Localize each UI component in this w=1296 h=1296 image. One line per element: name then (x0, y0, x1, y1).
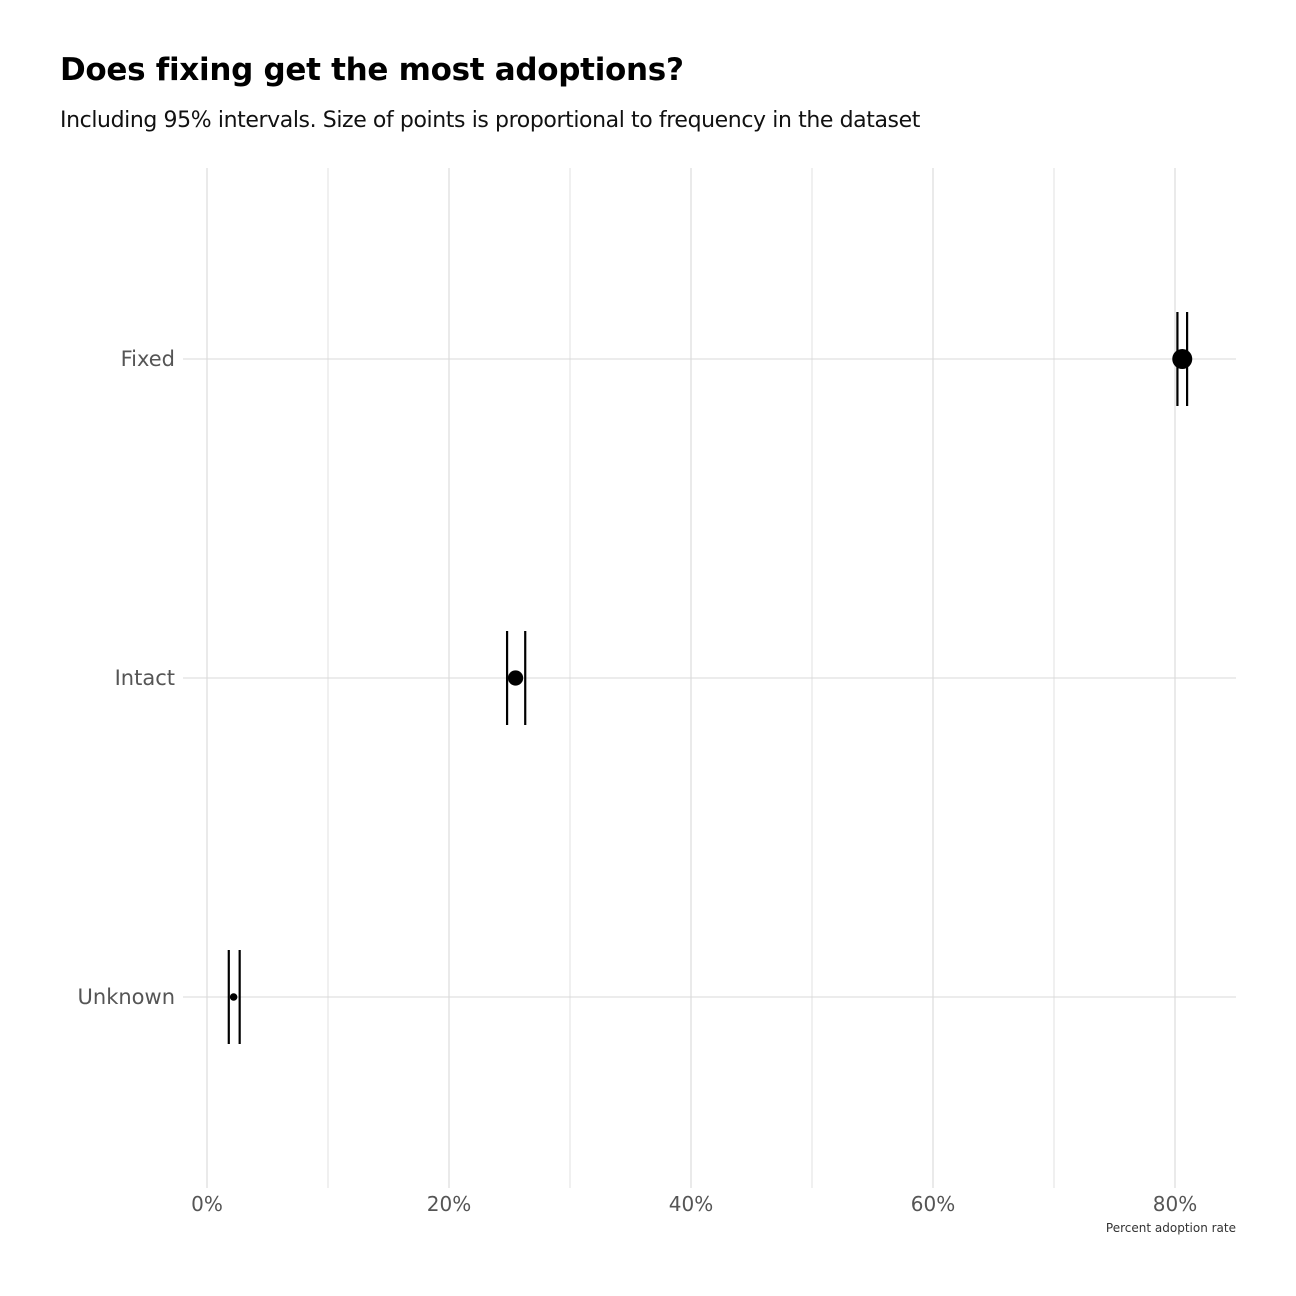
y-axis-ticks: Fixed Intact Unknown (78, 347, 175, 1009)
x-axis-ticks: 0% 20% 40% 60% 80% (191, 1192, 1197, 1216)
chart-subtitle: Including 95% intervals. Size of points … (60, 108, 920, 133)
data-point (1172, 349, 1193, 369)
x-tick-label: 20% (427, 1192, 471, 1216)
x-axis-label: Percent adoption rate (1106, 1221, 1236, 1235)
x-tick-label: 40% (669, 1192, 713, 1216)
y-tick-label: Intact (115, 666, 175, 690)
x-tick-label: 80% (1153, 1192, 1197, 1216)
data-marks (227, 312, 1193, 1044)
gridlines (183, 168, 1236, 1188)
data-point (229, 993, 238, 1001)
data-point (507, 670, 524, 686)
x-tick-label: 60% (911, 1192, 955, 1216)
y-tick-label: Fixed (121, 347, 175, 371)
chart-title: Does fixing get the most adoptions? (60, 52, 684, 88)
y-tick-label: Unknown (78, 985, 175, 1009)
x-tick-label: 0% (191, 1192, 223, 1216)
